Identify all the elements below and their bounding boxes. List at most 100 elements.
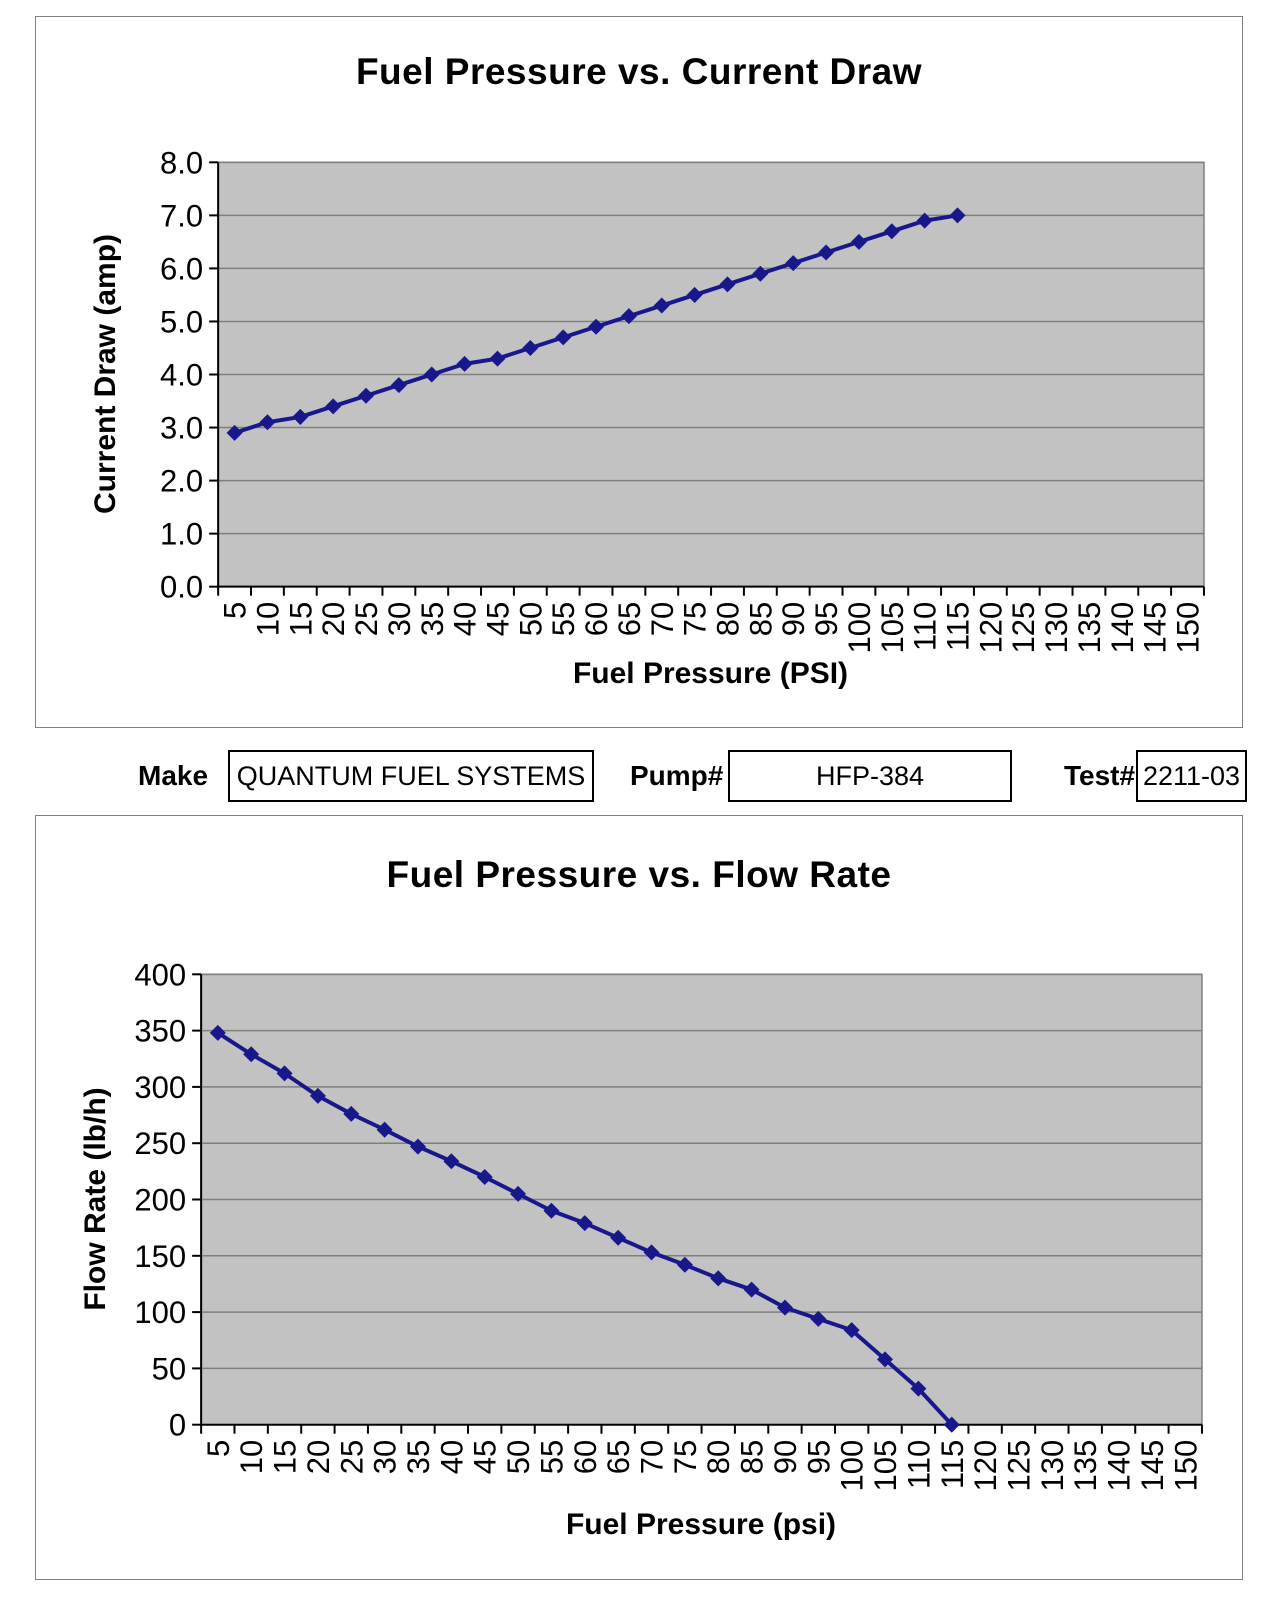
y-tick-label: 50 xyxy=(152,1351,187,1386)
pump-number-label: Pump# xyxy=(630,760,724,791)
x-tick-label: 15 xyxy=(268,1440,303,1475)
data-point-marker xyxy=(576,1215,593,1232)
y-tick-label: 0 xyxy=(169,1408,186,1443)
y-tick-label: 7.0 xyxy=(160,198,203,233)
x-tick-label: 70 xyxy=(635,1440,670,1475)
flow-rate-x-axis-title: Fuel Pressure (psi) xyxy=(565,1508,837,1541)
data-point-marker xyxy=(752,265,769,282)
x-tick-label: 50 xyxy=(501,1440,536,1475)
x-tick-label: 10 xyxy=(250,602,285,637)
data-point-marker xyxy=(276,1065,293,1082)
data-point-marker xyxy=(309,1087,326,1104)
data-point-marker xyxy=(620,308,637,325)
x-tick-label: 35 xyxy=(401,1440,436,1475)
y-tick-label: 1.0 xyxy=(160,517,203,552)
data-point-marker xyxy=(710,1270,727,1287)
y-tick-label: 4.0 xyxy=(160,358,203,393)
data-point-marker xyxy=(818,244,835,261)
make-value: QUANTUM FUEL SYSTEMS xyxy=(236,760,586,791)
x-tick-label: 110 xyxy=(908,602,943,651)
x-tick-label: 30 xyxy=(368,1440,403,1475)
x-tick-label: 35 xyxy=(415,602,450,637)
x-tick-label: 45 xyxy=(468,1440,503,1475)
data-point-marker xyxy=(390,377,407,394)
current-draw-chart-frame: Fuel Pressure vs. Current Draw Current D… xyxy=(35,16,1243,728)
data-point-marker xyxy=(292,408,309,425)
y-tick-label: 150 xyxy=(134,1239,186,1274)
y-tick-label: 200 xyxy=(134,1183,186,1218)
pump-number-value: HFP-384 xyxy=(815,760,925,791)
x-tick-label: 140 xyxy=(1105,602,1140,654)
x-tick-label: 80 xyxy=(701,1440,736,1475)
y-tick-label: 0.0 xyxy=(160,570,203,605)
current-draw-chart-title: Fuel Pressure vs. Current Draw xyxy=(355,51,923,92)
x-tick-label: 40 xyxy=(434,1440,469,1475)
y-tick-label: 100 xyxy=(134,1295,186,1330)
data-point-marker xyxy=(259,414,276,431)
x-tick-label: 140 xyxy=(1102,1440,1137,1492)
x-tick-label: 120 xyxy=(973,602,1008,654)
x-tick-label: 145 xyxy=(1135,1440,1170,1492)
x-tick-label: 105 xyxy=(868,1440,903,1492)
data-point-marker xyxy=(423,366,440,383)
y-tick-label: 350 xyxy=(134,1014,186,1049)
x-tick-label: 20 xyxy=(316,602,351,637)
data-point-marker xyxy=(588,318,605,335)
x-tick-label: 70 xyxy=(645,602,680,637)
x-tick-label: 90 xyxy=(776,602,811,637)
x-tick-label: 30 xyxy=(382,602,417,637)
x-tick-label: 135 xyxy=(1068,1440,1103,1492)
x-tick-label: 65 xyxy=(601,1440,636,1475)
pump-info-row: Make QUANTUM FUEL SYSTEMS Pump# HFP-384 … xyxy=(0,750,1284,802)
x-tick-label: 120 xyxy=(968,1440,1003,1492)
data-point-marker xyxy=(785,255,802,272)
pump-number-field[interactable]: HFP-384 xyxy=(728,750,1012,802)
x-tick-label: 25 xyxy=(349,602,384,637)
data-point-marker xyxy=(653,297,670,314)
x-tick-label: 85 xyxy=(743,602,778,637)
x-tick-label: 95 xyxy=(801,1440,836,1475)
x-tick-label: 90 xyxy=(768,1440,803,1475)
x-tick-label: 115 xyxy=(935,1440,970,1489)
x-tick-label: 5 xyxy=(218,602,253,619)
x-tick-label: 130 xyxy=(1035,1440,1070,1492)
x-tick-label: 55 xyxy=(534,1440,569,1475)
make-value-field[interactable]: QUANTUM FUEL SYSTEMS xyxy=(228,750,594,802)
x-tick-label: 60 xyxy=(579,602,614,637)
data-point-marker xyxy=(409,1138,426,1155)
data-point-marker xyxy=(555,329,572,346)
data-point-marker xyxy=(883,223,900,240)
x-tick-label: 55 xyxy=(546,602,581,637)
data-point-marker xyxy=(843,1322,860,1339)
y-tick-label: 2.0 xyxy=(160,464,203,499)
flow-rate-chart-title: Fuel Pressure vs. Flow Rate xyxy=(386,854,892,895)
x-tick-label: 85 xyxy=(735,1440,770,1475)
make-label: Make xyxy=(138,760,209,791)
data-point-marker xyxy=(676,1256,693,1273)
x-tick-label: 130 xyxy=(1039,602,1074,654)
x-tick-label: 50 xyxy=(513,602,548,637)
flow-rate-chart-frame: Fuel Pressure vs. Flow Rate Flow Rate (l… xyxy=(35,815,1243,1580)
x-tick-label: 20 xyxy=(301,1440,336,1475)
x-tick-label: 15 xyxy=(283,602,318,637)
x-tick-label: 100 xyxy=(835,1440,870,1492)
x-tick-label: 75 xyxy=(668,1440,703,1475)
current-draw-x-axis-title: Fuel Pressure (PSI) xyxy=(572,657,849,690)
y-tick-label: 250 xyxy=(134,1126,186,1161)
data-point-marker xyxy=(243,1046,260,1063)
x-tick-label: 125 xyxy=(1001,1440,1036,1492)
x-tick-label: 40 xyxy=(448,602,483,637)
x-tick-label: 80 xyxy=(710,602,745,637)
x-tick-label: 145 xyxy=(1138,602,1173,654)
y-tick-label: 300 xyxy=(134,1070,186,1105)
y-tick-label: 3.0 xyxy=(160,411,203,446)
x-tick-label: 100 xyxy=(842,602,877,654)
test-number-field[interactable]: 2211-03 xyxy=(1136,750,1247,802)
data-point-marker xyxy=(543,1202,560,1219)
data-point-marker xyxy=(489,350,506,367)
current-draw-plot: 0.0 1.0 2.0 3.0 4.0 5.0 6.0 7.0 8.0 5101520253035… xyxy=(160,145,1206,654)
x-tick-label: 10 xyxy=(234,1440,269,1475)
y-tick-label: 5.0 xyxy=(160,304,203,339)
x-tick-label: 135 xyxy=(1072,602,1107,654)
